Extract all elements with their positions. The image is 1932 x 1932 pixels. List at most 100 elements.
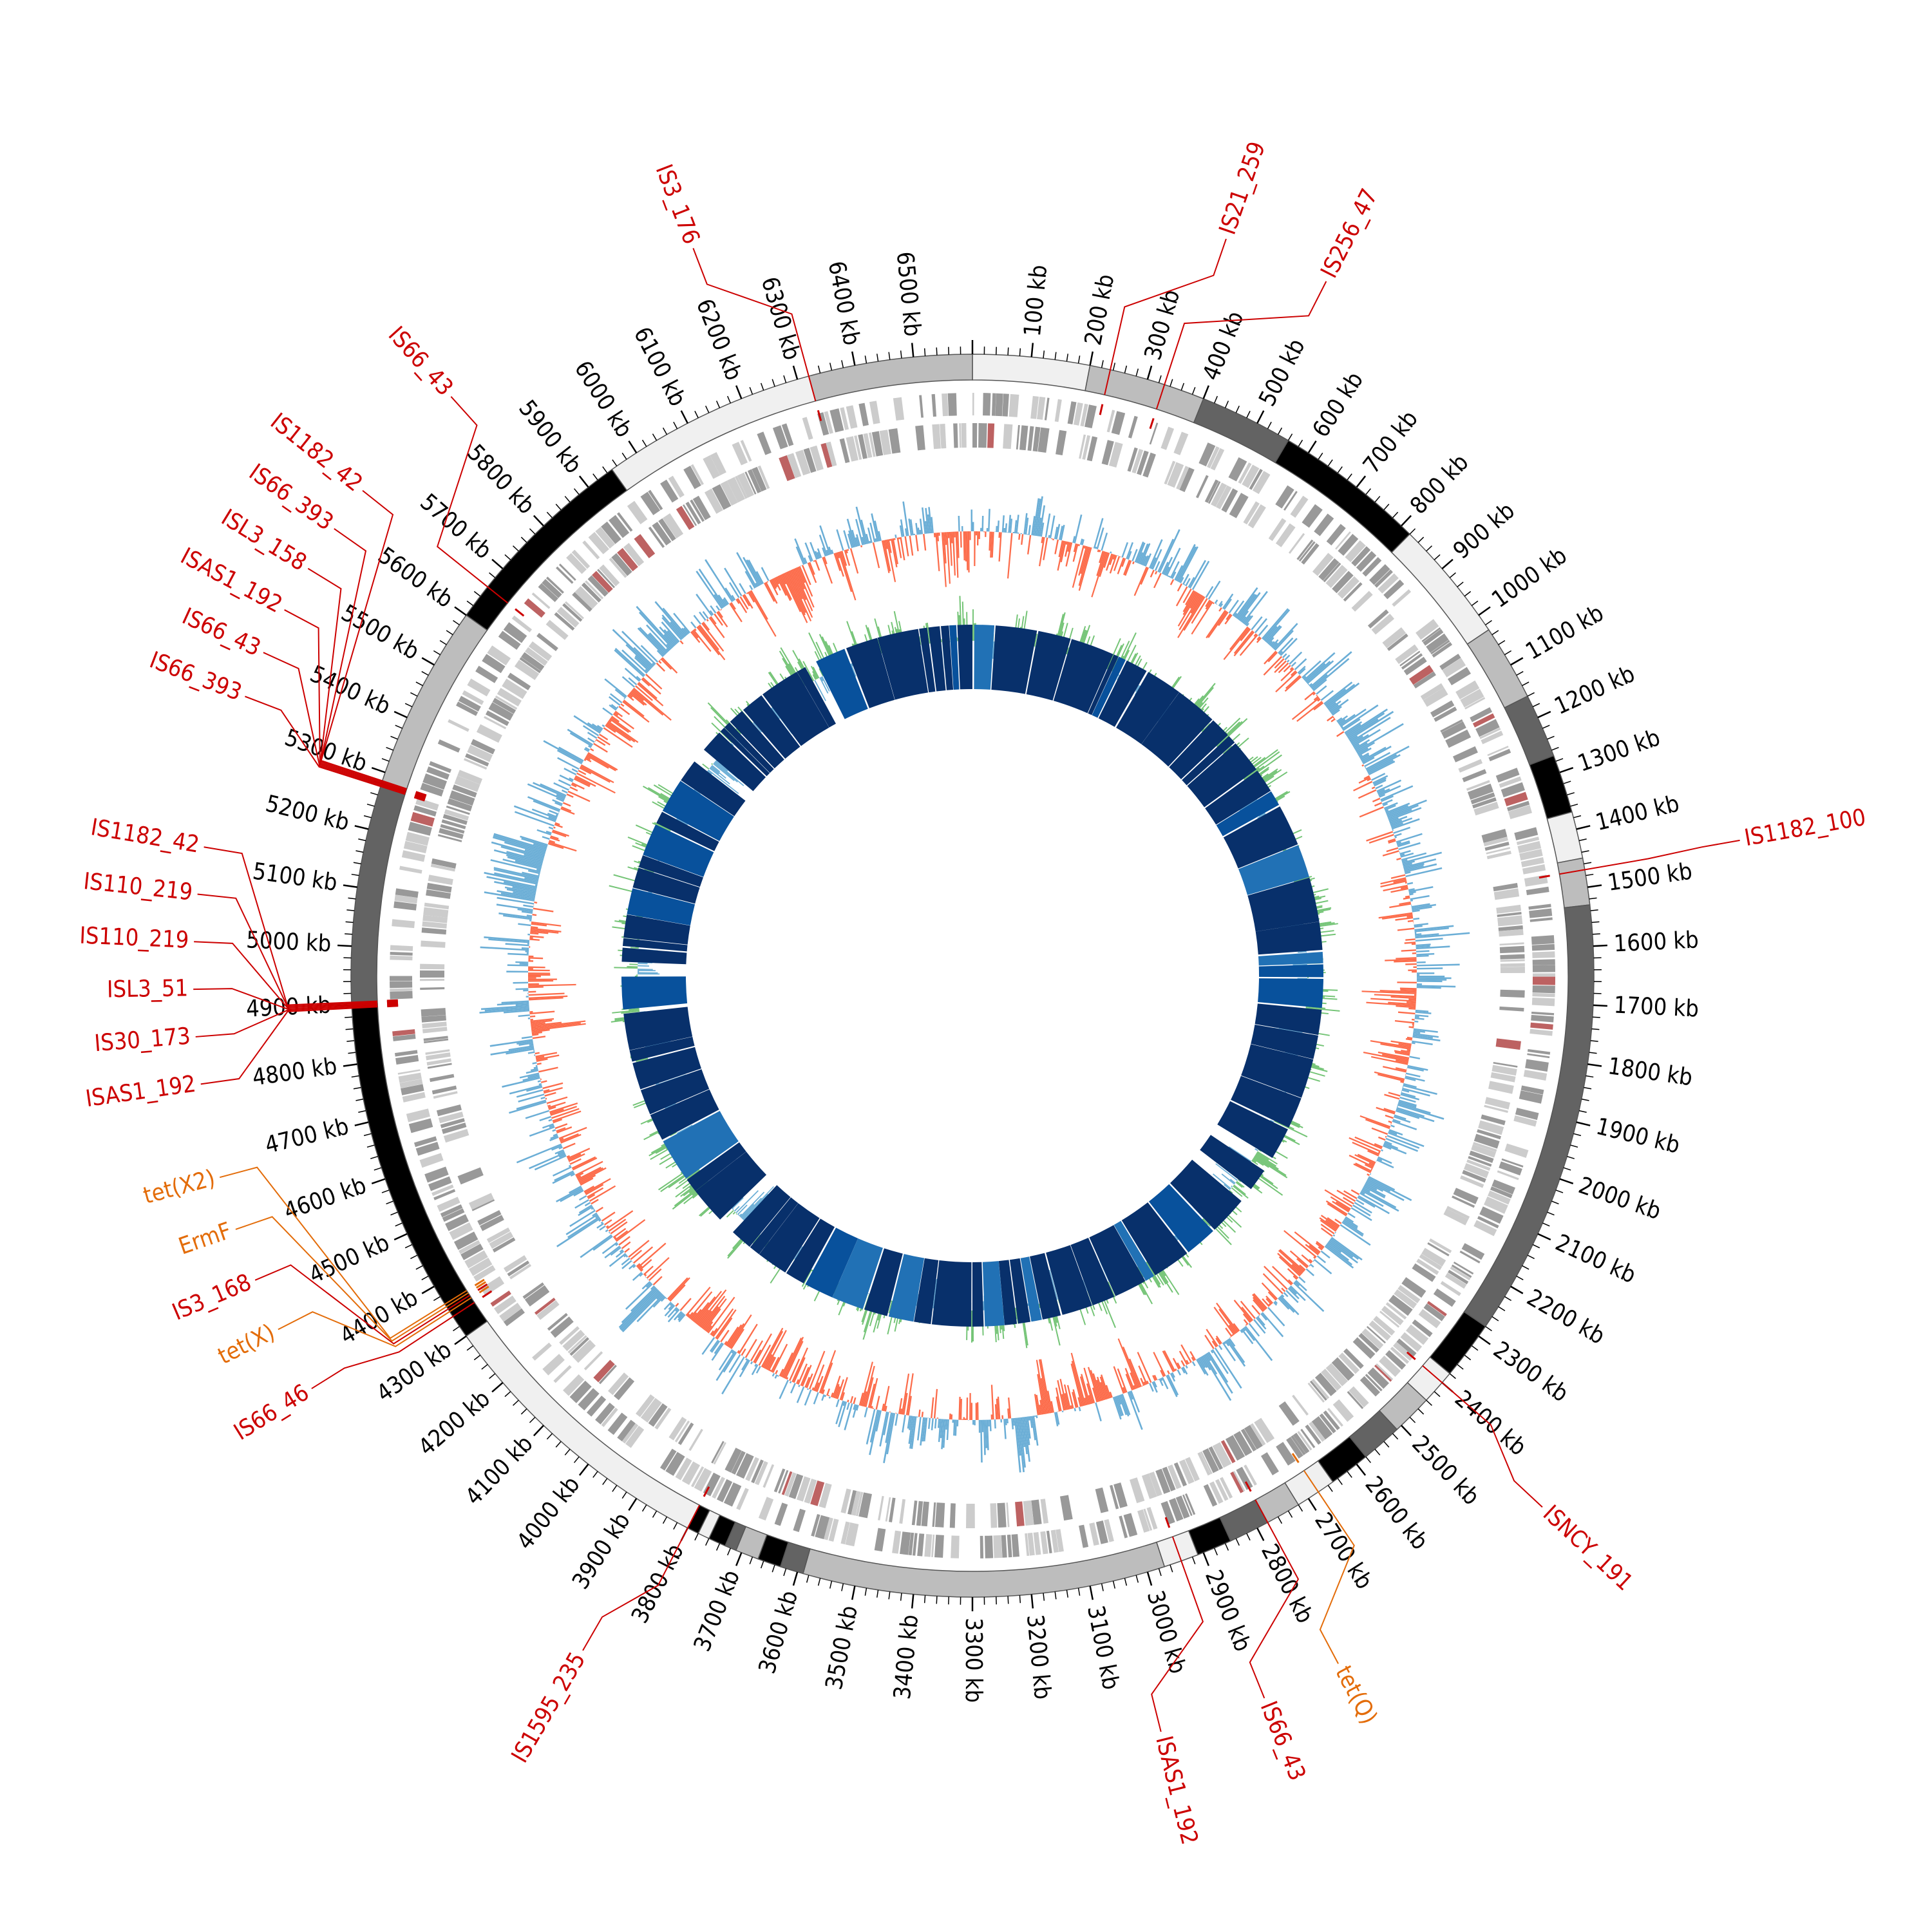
gc-content-bar-low [1057, 540, 1065, 571]
gc-content-bar-high [1017, 1417, 1025, 1473]
gc-skew-bar-positive [926, 622, 931, 644]
gene-feature [1207, 446, 1220, 469]
gene-feature [1461, 1243, 1485, 1260]
gc-content-bar-high [1260, 1312, 1267, 1321]
annotation-leader [1422, 1365, 1543, 1508]
gc-content-bar-low [701, 1306, 719, 1329]
gc-content-bar-high [1267, 637, 1274, 645]
gene-feature [617, 547, 638, 572]
gc-content-bar-high [810, 542, 818, 560]
gc-content-bar-low [891, 538, 898, 567]
blast-hit [720, 727, 770, 777]
gene-feature [498, 630, 521, 650]
minor-tick [555, 1441, 562, 1448]
gc-content-bar-high [1021, 1417, 1028, 1455]
gc-content-bar-low [949, 531, 952, 566]
gc-content-bar-low [528, 983, 576, 987]
gc-content-bar-low [627, 694, 634, 701]
gc-content-bar-high [1029, 1416, 1033, 1428]
gc-content-bar-low [964, 1418, 967, 1420]
gene-feature [1522, 864, 1546, 875]
gc-content-bar-high [835, 1400, 844, 1425]
gene-feature [1466, 1159, 1491, 1171]
gene-feature [1208, 481, 1221, 504]
gc-content-bar-high [500, 892, 535, 900]
gc-content-bar-low [1125, 1374, 1133, 1391]
blast-hit [627, 888, 696, 926]
gene-feature [1254, 1417, 1275, 1443]
annotation-marker [482, 1290, 493, 1298]
gc-content-bar-high [714, 594, 724, 609]
annotation-leader [311, 1302, 475, 1390]
gene-feature [795, 450, 811, 476]
gc-content-bar-high [1336, 717, 1343, 723]
gc-content-bar-high [1397, 842, 1410, 848]
gene-feature [1450, 1266, 1471, 1281]
gc-skew-bar-negative [638, 965, 649, 967]
gc-content-bar-high [525, 1110, 550, 1119]
gc-content-bar-high [604, 678, 627, 697]
gc-content-bar-low [1359, 1115, 1391, 1128]
gene-feature [735, 1453, 754, 1479]
gene-feature [1368, 1320, 1391, 1341]
gc-content-bar-high [1406, 1066, 1424, 1072]
gc-content-bar-high [1020, 1417, 1026, 1448]
gene-feature [1477, 1129, 1501, 1140]
gene-feature [1486, 847, 1511, 855]
annotation-leader [320, 489, 407, 790]
gc-content-bar-high [558, 746, 584, 762]
gc-content-bar-high [527, 1074, 540, 1079]
blast-hit [888, 1254, 925, 1322]
annotation-marker [1406, 1351, 1416, 1361]
gene-feature [406, 1108, 430, 1122]
gc-content-bar-high [659, 626, 677, 646]
gc-content-bar-low [1412, 952, 1417, 954]
minor-tick [673, 1522, 678, 1530]
major-tick [454, 1335, 467, 1345]
gc-content-bar-low [623, 699, 645, 717]
gc-content-bar-high [1324, 1245, 1354, 1269]
gc-content-bar-low [1349, 1137, 1381, 1153]
gc-content-bar-low [1316, 694, 1318, 697]
minor-tick [573, 1456, 580, 1463]
gene-feature [463, 758, 488, 770]
minor-tick [1498, 640, 1506, 645]
gc-content-bar-high [623, 697, 625, 700]
gene-feature [1305, 1425, 1321, 1445]
gc-content-bar-high [796, 1386, 805, 1403]
gc-content-bar-high [535, 884, 538, 887]
annotation-marker [476, 1281, 486, 1289]
gc-content-bar-high [1238, 592, 1261, 621]
blast-hit [743, 695, 800, 759]
gc-content-bar-high [1354, 739, 1370, 750]
major-tick [1307, 1498, 1317, 1511]
minor-tick [1191, 1557, 1196, 1565]
gc-content-bar-high [1289, 651, 1303, 665]
minor-tick [1409, 528, 1416, 535]
gc-content-bar-high [728, 582, 740, 598]
gc-content-bar-low [1060, 541, 1066, 563]
gene-feature [413, 1136, 437, 1148]
gene-feature [1200, 1451, 1213, 1475]
minor-tick [1589, 1052, 1597, 1054]
gc-content-bar-high [667, 630, 679, 644]
gene-feature [480, 1215, 504, 1231]
gc-content-bar-high [1337, 715, 1349, 724]
gc-content-bar-low [1088, 1395, 1092, 1405]
gc-content-bar-low [675, 1303, 679, 1307]
gene-feature [399, 1079, 423, 1088]
minor-tick [1287, 1510, 1293, 1518]
annotation-label: tet(X) [214, 1319, 279, 1370]
gc-content-bar-high [1344, 721, 1363, 734]
gc-content-bar-high [1074, 514, 1083, 544]
gc-content-bar-low [1401, 949, 1416, 952]
annotation-label: IS66_43 [383, 321, 459, 401]
gc-skew-bar-negative [1257, 813, 1266, 819]
gc-content-bar-high [1360, 1191, 1365, 1195]
gc-content-bar-low [608, 1218, 627, 1232]
gc-content-bar-high [1161, 562, 1169, 574]
gc-content-bar-low [1091, 551, 1107, 598]
gc-content-bar-high [493, 868, 539, 880]
major-tick [343, 884, 358, 888]
annotation-leader [278, 1297, 472, 1347]
